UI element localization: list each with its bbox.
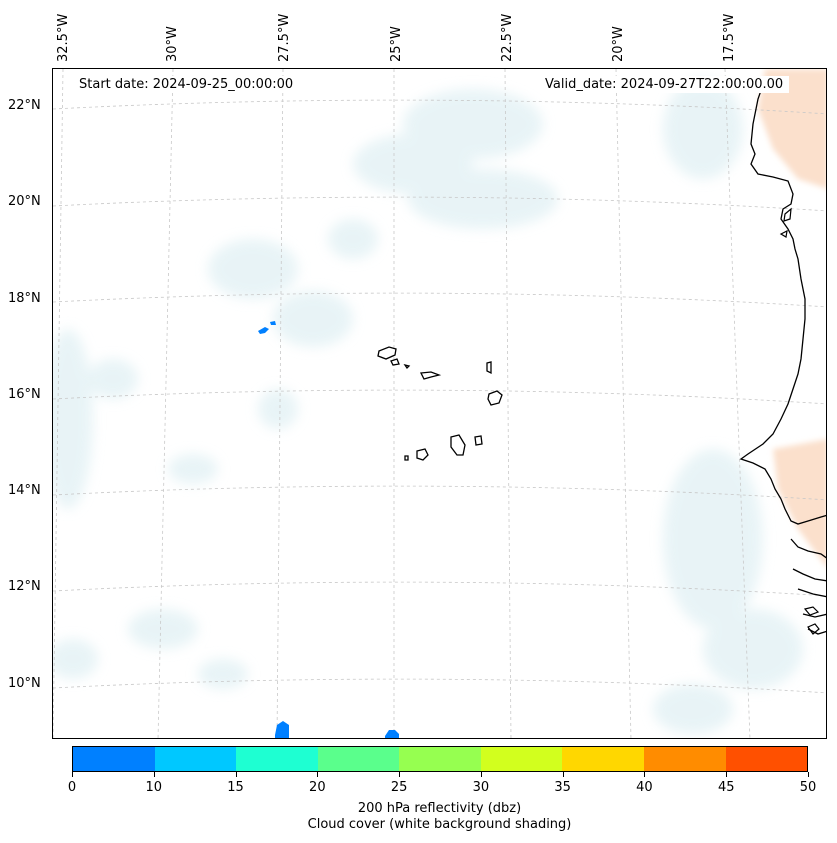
colorbar-title: 200 hPa reflectivity (dbz) Cloud cover (… [0,801,837,833]
lat-label-22n: 22°N [8,98,41,113]
lon-label-32-5w: 32.5°W [56,13,71,62]
cape-verde-islands [377,346,503,461]
colorbar-title-line2: Cloud cover (white background shading) [307,817,572,832]
african-coastline [739,78,826,525]
warm-shading [758,69,826,567]
colorbar-title-line1: 200 hPa reflectivity (dbz) [357,801,522,816]
colorbar-segment [480,747,563,771]
lon-label-25w: 25°W [389,26,404,62]
valid-date-label: Valid_date: 2024-09-27T22:00:00.00 [539,76,790,93]
colorbar-tick [644,772,646,777]
reflectivity-echoes [258,321,399,738]
colorbar-tick-label: 0 [67,780,77,795]
lat-label-20n: 20°N [8,194,41,209]
cloud-cover-shading [53,79,803,734]
reflectivity-colorbar [72,746,808,772]
lon-label-17-5w: 17.5°W [722,13,737,62]
colorbar-segment [154,747,237,771]
colorbar-segment [317,747,400,771]
colorbar-tick [317,772,319,777]
colorbar-tick-label: 50 [799,780,817,795]
colorbar-tick [562,772,564,777]
colorbar-tick-label: 30 [472,780,490,795]
colorbar-tick-label: 15 [227,780,244,795]
lon-label-20w: 20°W [611,26,626,62]
colorbar-tick-label: 25 [390,780,408,795]
colorbar-tick [153,772,155,777]
lon-label-30w: 30°W [165,26,180,62]
map-svg [53,69,826,738]
start-date-label: Start date: 2024-09-25_00:00:00 [73,76,300,93]
coastal-islands [779,207,820,635]
map-canvas[interactable] [52,68,827,739]
colorbar-tick-label: 40 [636,780,653,795]
colorbar-tick-label: 10 [145,780,163,795]
graticule [53,69,826,738]
colorbar-segment [236,747,318,771]
colorbar-tick [808,772,809,777]
colorbar-segment [643,747,726,771]
colorbar-segment [725,747,808,771]
lon-label-22-5w: 22.5°W [500,13,515,62]
colorbar-tick-label: 45 [717,780,735,795]
african-coastline-south [790,538,826,635]
lat-label-18n: 18°N [8,291,41,306]
colorbar-tick-label: 20 [309,780,326,795]
colorbar-tick [480,772,482,777]
colorbar-segment [73,747,155,771]
lat-label-10n: 10°N [8,676,41,691]
colorbar-tick-label: 35 [554,780,571,795]
lon-label-27-5w: 27.5°W [277,13,292,62]
colorbar-tick [72,772,73,777]
lat-label-16n: 16°N [8,387,41,402]
lat-label-12n: 12°N [8,579,41,594]
colorbar-tick [399,772,401,777]
colorbar-tick [726,772,728,777]
lat-label-14n: 14°N [8,483,41,498]
colorbar-tick [235,772,237,777]
colorbar-segment [562,747,644,771]
colorbar-segment [399,747,481,771]
